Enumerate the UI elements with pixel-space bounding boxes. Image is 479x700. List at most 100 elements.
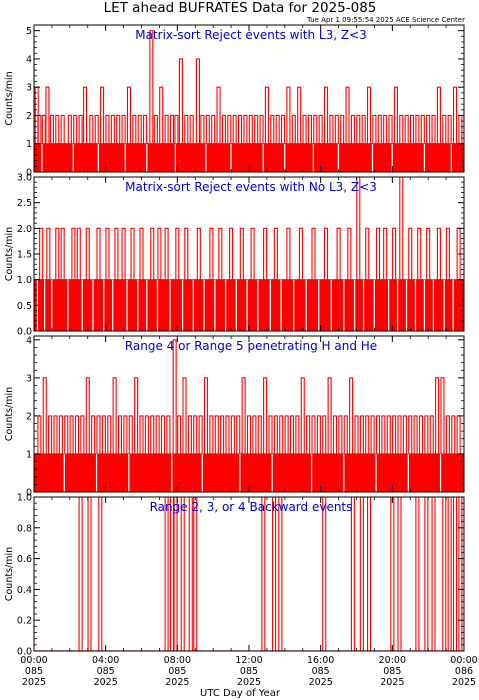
series-spike bbox=[322, 415, 327, 454]
series-spike bbox=[78, 497, 83, 651]
series-spike bbox=[116, 114, 121, 144]
series-spike bbox=[64, 415, 69, 454]
series-spike bbox=[279, 415, 284, 454]
series-spike bbox=[297, 86, 302, 144]
series-spike bbox=[440, 377, 445, 454]
chart-panel-2: 0.0 0.5 1.0 1.5 2.0 2.5 3.0 Counts/min Matrix-so… bbox=[4, 173, 465, 338]
series-spike bbox=[241, 377, 246, 454]
series-spike bbox=[89, 114, 94, 144]
series-spike bbox=[408, 227, 413, 280]
series-spike bbox=[200, 114, 205, 144]
series-spike bbox=[209, 415, 214, 454]
series-spike bbox=[415, 114, 420, 144]
x-tick-label-time: 16:00 bbox=[307, 655, 334, 666]
series-spike bbox=[117, 415, 123, 454]
series-spike bbox=[130, 227, 135, 280]
series-spike bbox=[436, 227, 441, 280]
series-spike bbox=[85, 227, 90, 280]
series-spike bbox=[139, 415, 144, 454]
series-spike bbox=[349, 377, 354, 454]
x-tick-label-time: 04:00 bbox=[92, 655, 119, 666]
x-tick-label-year: 2025 bbox=[22, 677, 46, 688]
series-spike bbox=[426, 227, 431, 280]
series-spike bbox=[67, 114, 72, 144]
y-tick-label: 2 bbox=[26, 411, 32, 422]
timestamp-label: Tue Apr 1 09:55:54 2025 ACE Science Cent… bbox=[306, 16, 465, 24]
series-spike bbox=[230, 415, 235, 454]
series-spike bbox=[420, 114, 425, 144]
series-spike bbox=[424, 415, 429, 454]
series-spike bbox=[447, 497, 452, 651]
panel-title: Range 2, 3, or 4 Backward events bbox=[150, 500, 353, 514]
series-spike bbox=[105, 227, 110, 280]
y-tick-label: 1.0 bbox=[17, 275, 32, 286]
series-spike bbox=[157, 227, 162, 280]
series-spike bbox=[306, 415, 311, 454]
y-tick-label: 5 bbox=[26, 26, 32, 37]
series-spike bbox=[216, 86, 221, 144]
y-tick-label: 0.6 bbox=[17, 554, 32, 565]
series-spike bbox=[370, 415, 375, 454]
series-spike bbox=[284, 415, 289, 454]
series-spike bbox=[173, 497, 178, 651]
x-tick-label-doy: 085 bbox=[383, 666, 401, 677]
series-spike bbox=[322, 497, 327, 651]
series-spike bbox=[229, 227, 234, 280]
series-spike bbox=[435, 377, 440, 454]
y-axis-label: Counts/min bbox=[4, 71, 15, 125]
series-spike bbox=[377, 114, 382, 144]
series-spike bbox=[48, 415, 53, 454]
series-spike bbox=[193, 415, 198, 454]
series-spike bbox=[291, 114, 296, 144]
series-spike bbox=[445, 415, 450, 454]
series-spike bbox=[123, 415, 128, 454]
y-tick-label: 0.0 bbox=[17, 647, 32, 658]
series-spike bbox=[87, 497, 92, 651]
series-spike bbox=[426, 114, 431, 144]
series-spike bbox=[388, 114, 393, 144]
series-spike bbox=[78, 114, 83, 144]
plot-area bbox=[34, 177, 464, 331]
series-spike bbox=[243, 114, 248, 144]
x-tick-label-time: 00:00 bbox=[20, 655, 47, 666]
series-spike bbox=[442, 497, 447, 651]
x-axis: 00:00085202504:00085202508:00085202512:0… bbox=[20, 655, 477, 688]
y-tick-label: 3 bbox=[26, 373, 32, 384]
series-spike bbox=[169, 114, 175, 144]
series-spike bbox=[261, 497, 266, 651]
series-spike bbox=[458, 497, 463, 651]
series-spike bbox=[246, 415, 252, 454]
series-spike bbox=[381, 415, 386, 454]
series-spike bbox=[203, 377, 209, 454]
series-spike bbox=[350, 114, 355, 144]
series-spike bbox=[307, 114, 312, 144]
series-spike bbox=[316, 415, 321, 454]
y-tick-label: 3.0 bbox=[17, 173, 32, 184]
series-spike bbox=[431, 114, 436, 144]
series-spike bbox=[46, 227, 51, 280]
series-spike bbox=[101, 415, 106, 454]
series-spike bbox=[286, 227, 291, 280]
series-spike bbox=[397, 415, 402, 454]
series-spike bbox=[164, 227, 169, 280]
y-tick-label: 1 bbox=[26, 139, 32, 150]
x-tick-label-time: 12:00 bbox=[235, 655, 262, 666]
series-spike bbox=[429, 415, 434, 454]
series-spike bbox=[343, 415, 348, 454]
series-spike bbox=[393, 86, 398, 144]
series-spike bbox=[209, 227, 214, 280]
series-spike bbox=[139, 227, 144, 280]
y-tick-label: 2 bbox=[26, 111, 32, 122]
series-spike bbox=[112, 377, 117, 454]
series-spike bbox=[205, 114, 210, 144]
series-spike bbox=[211, 114, 216, 144]
series-base-band bbox=[34, 279, 464, 331]
series-spike bbox=[392, 227, 397, 280]
chart-panel-4: 0.0 0.2 0.4 0.6 0.8 1.0 Counts/min Range 2, 3, … bbox=[4, 493, 465, 658]
series-spike bbox=[172, 339, 177, 454]
series-spike bbox=[126, 86, 132, 144]
series-spike bbox=[270, 114, 275, 144]
x-tick-label-year: 2025 bbox=[165, 677, 189, 688]
